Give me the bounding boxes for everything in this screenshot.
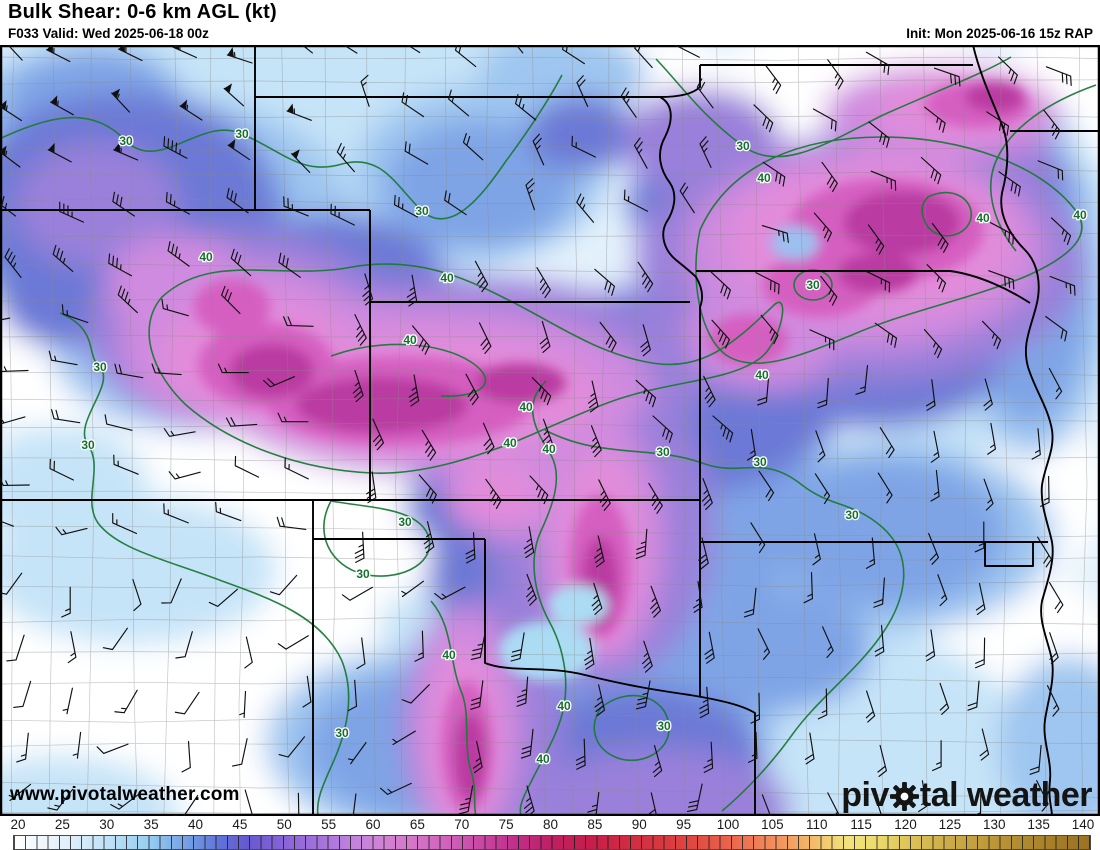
map-canvas[interactable]: 30 30 30 30 30 30 30 30 30 30 30 30 30 30 40 40 40 40 40 40… (0, 45, 1100, 816)
colorbar-tick: 105 (761, 817, 784, 832)
contour-label: 30 (398, 515, 412, 529)
valid-time: F033 Valid: Wed 2025-06-18 00z (8, 26, 209, 41)
logo-text-post: tal weather (919, 776, 1093, 814)
contour-label: 30 (753, 455, 767, 469)
shear-map: 30 30 30 30 30 30 30 30 30 30 30 30 30 30 40 40 40 40 40 40… (0, 45, 1100, 816)
colorbar-tick: 115 (850, 817, 872, 832)
colorbar-tick: 35 (143, 817, 159, 832)
contour-label: 40 (442, 648, 456, 662)
pivotal-weather-logo: piv tal weather (841, 778, 1092, 812)
contour-label: 30 (806, 278, 820, 292)
contour-label: 30 (415, 204, 429, 218)
colorbar: 20 25 30 35 40 45 50 55 60 65 70 75 80 85 90 95 100 105 11… (0, 816, 1100, 850)
contour-label: 30 (657, 719, 671, 733)
colorbar-tick: 125 (938, 817, 962, 832)
colorbar-tick: 120 (894, 817, 917, 832)
contour-label: 40 (542, 442, 556, 456)
contour-label: 30 (235, 127, 249, 141)
contour-label: 40 (199, 250, 213, 264)
contour-label: 30 (119, 134, 133, 148)
contour-label: 40 (1073, 208, 1087, 222)
gear-icon (889, 781, 919, 811)
contour-label: 40 (440, 271, 454, 285)
colorbar-tick: 85 (587, 817, 603, 832)
contour-label: 30 (656, 445, 670, 459)
contour-label: 40 (976, 211, 990, 225)
colorbar-ticks: 20 25 30 35 40 45 50 55 60 65 70 75 80 85 90 95 100 105 11… (0, 816, 1100, 833)
colorbar-tick: 140 (1071, 817, 1095, 832)
contour-label: 40 (755, 368, 769, 382)
contour-label: 30 (845, 508, 859, 522)
contour-label: 40 (519, 400, 533, 414)
contour-label: 30 (81, 438, 95, 452)
colorbar-tick: 75 (498, 817, 514, 832)
colorbar-tick: 60 (365, 817, 381, 832)
colorbar-tick: 40 (187, 817, 204, 832)
contour-label: 30 (335, 726, 349, 740)
colorbar-tick: 80 (542, 817, 559, 832)
contour-label: 30 (356, 567, 370, 581)
colorbar-gradient (13, 835, 1091, 850)
colorbar-tick: 135 (1027, 817, 1050, 832)
logo-text-pre: piv (841, 776, 889, 814)
colorbar-tick: 110 (805, 817, 828, 832)
colorbar-tick: 25 (54, 817, 70, 832)
colorbar-tick: 50 (276, 817, 292, 832)
colorbar-tick: 70 (454, 817, 470, 832)
colorbar-tick: 95 (676, 817, 692, 832)
colorbar-tick: 90 (631, 817, 647, 832)
colorbar-tick: 45 (232, 817, 248, 832)
contour-label: 30 (93, 360, 107, 374)
map-header: Bulk Shear: 0-6 km AGL (kt) F033 Valid: … (0, 0, 1100, 45)
colorbar-tick: 20 (10, 817, 26, 832)
init-time: Init: Mon 2025-06-16 15z RAP (906, 26, 1093, 41)
contour-label: 40 (403, 333, 417, 347)
colorbar-tick: 65 (409, 817, 425, 832)
contour-label: 40 (536, 752, 550, 766)
colorbar-tick: 100 (716, 817, 740, 832)
watermark: www.pivotalweather.com (10, 784, 240, 805)
contour-label: 40 (757, 171, 771, 185)
contour-label: 40 (503, 436, 517, 450)
map-title: Bulk Shear: 0-6 km AGL (kt) (8, 1, 277, 23)
contour-label: 40 (557, 699, 571, 713)
colorbar-tick: 55 (321, 817, 337, 832)
colorbar-tick: 30 (99, 817, 115, 832)
colorbar-tick: 130 (982, 817, 1006, 832)
contour-label: 30 (736, 139, 750, 153)
